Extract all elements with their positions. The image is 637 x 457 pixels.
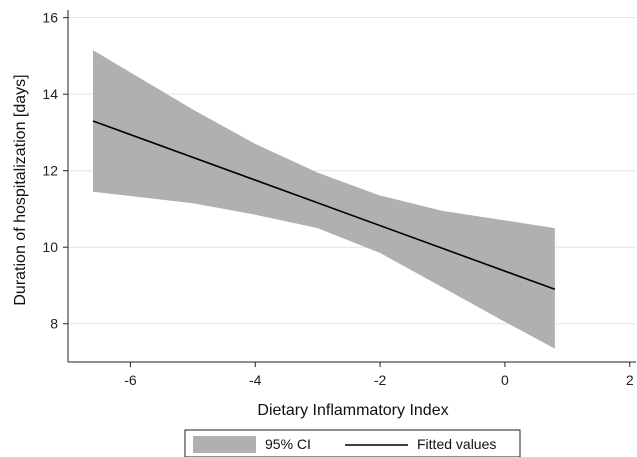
fitted-line-layer bbox=[92, 120, 556, 291]
legend: 95% CI Fitted values bbox=[184, 429, 521, 457]
y-tick-label-2: 12 bbox=[42, 163, 58, 179]
ci-band bbox=[92, 50, 555, 349]
x-axis-title: Dietary Inflammatory Index bbox=[257, 402, 448, 419]
y-tick-label-1: 10 bbox=[42, 239, 58, 255]
legend-label-ci: 95% CI bbox=[265, 436, 311, 452]
ci-band-layer bbox=[92, 50, 555, 349]
axes bbox=[67, 10, 636, 363]
y-tick-label-4: 16 bbox=[42, 10, 58, 26]
legend-label-fitted: Fitted values bbox=[417, 436, 496, 452]
y-tick-label-3: 14 bbox=[42, 86, 58, 102]
legend-swatch-ci bbox=[193, 436, 256, 453]
x-tick-label-3: 0 bbox=[501, 372, 509, 388]
x-tick-label-0: -6 bbox=[124, 372, 137, 388]
x-tick-label-1: -4 bbox=[249, 372, 262, 388]
y-axis-title: Duration of hospitalization [days] bbox=[12, 74, 29, 305]
y-tick-label-0: 8 bbox=[50, 316, 58, 332]
y-ticks: 8 10 12 14 16 bbox=[42, 10, 68, 332]
x-tick-label-2: -2 bbox=[374, 372, 387, 388]
fitted-line bbox=[92, 120, 556, 291]
x-ticks: -6 -4 -2 0 2 bbox=[124, 362, 634, 388]
x-tick-label-4: 2 bbox=[626, 372, 634, 388]
